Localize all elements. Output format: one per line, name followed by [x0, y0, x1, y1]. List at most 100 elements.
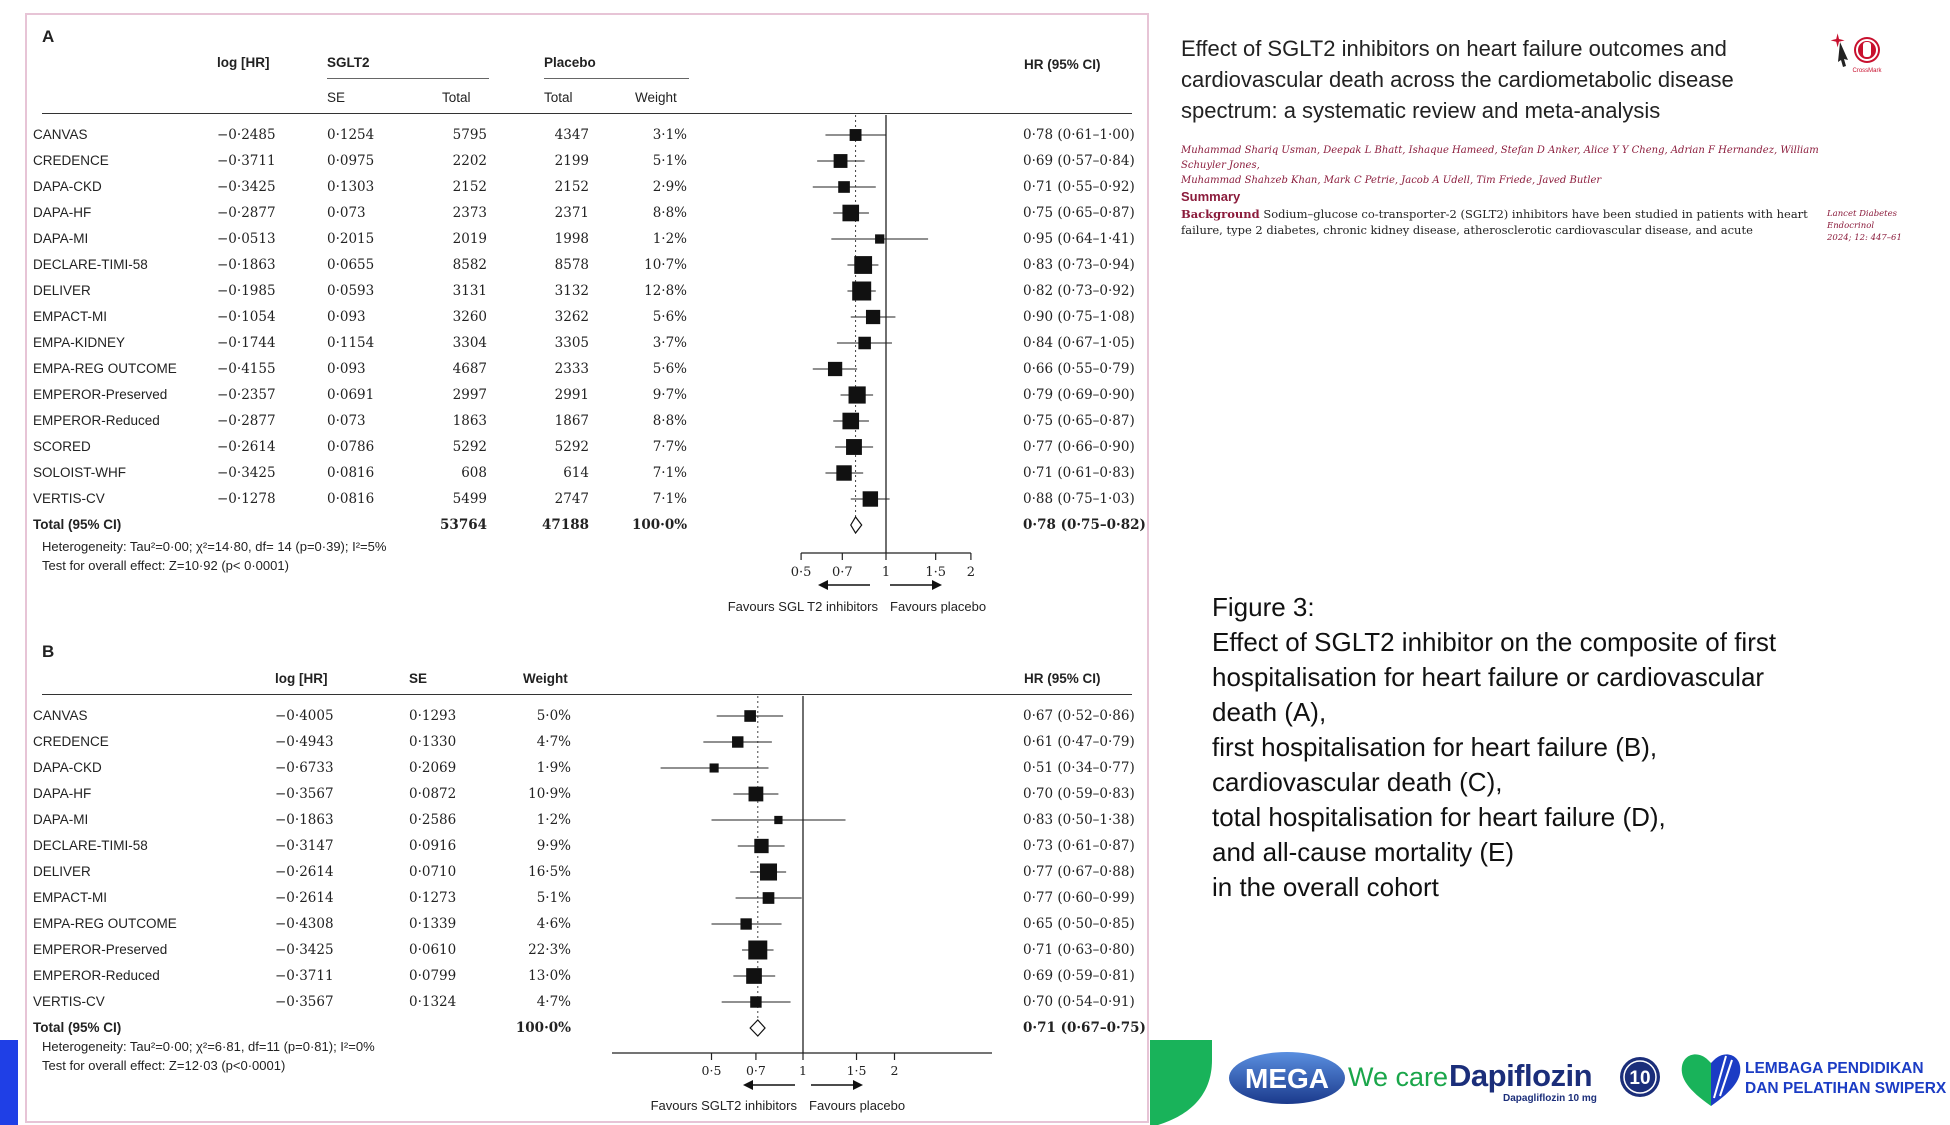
favours-left-label: Favours SGL T2 inhibitors — [728, 599, 879, 614]
favours-left-arrowhead — [818, 580, 828, 590]
article-title: Effect of SGLT2 inhibitors on heart fail… — [1181, 33, 1801, 126]
loghr-value: −0·1744 — [217, 335, 276, 351]
x-tick-label: 1·5 — [847, 1063, 867, 1078]
hr-ci-value: 0·83 (0·50–1·38) — [1023, 812, 1135, 828]
effect-square — [865, 309, 881, 325]
placebo-total: 8578 — [554, 257, 589, 273]
se-value: 0·093 — [327, 309, 366, 325]
study-name: DELIVER — [33, 283, 91, 298]
weight-value: 4·7% — [536, 994, 571, 1010]
tagline: We care — [1348, 1062, 1449, 1092]
summary-background: Background Sodium–glucose co-transporter… — [1181, 206, 1813, 236]
hr-ci-value: 0·69 (0·59–0·81) — [1023, 968, 1135, 984]
b-header-hrci: HR (95% CI) — [1024, 671, 1101, 686]
weight-value: 5·6% — [652, 361, 687, 377]
hr-ci-value: 0·71 (0·63–0·80) — [1023, 942, 1135, 958]
loghr-value: −0·3425 — [217, 465, 276, 481]
effect-square — [842, 204, 860, 222]
favours-right-label: Favours placebo — [809, 1098, 905, 1113]
pooled-diamond — [749, 1019, 766, 1037]
a-header-placebo: Placebo — [544, 55, 596, 70]
se-value: 0·0816 — [327, 465, 375, 481]
effect-square — [750, 996, 762, 1008]
sglt2-total: 3131 — [452, 283, 487, 299]
effect-square — [848, 386, 866, 404]
a-header-weight: Weight — [635, 90, 677, 105]
study-name: EMPEROR-Reduced — [33, 413, 160, 428]
figure-caption: Figure 3: Effect of SGLT2 inhibitor on t… — [1212, 590, 1932, 905]
study-name: EMPA-REG OUTCOME — [33, 916, 177, 931]
a-header-sglt2: SGLT2 — [327, 55, 370, 70]
weight-value: 10·9% — [528, 786, 571, 802]
loghr-value: −0·2357 — [217, 387, 276, 403]
org-name: LEMBAGA PENDIDIKAN DAN PELATIHAN SWIPERX — [1745, 1059, 1946, 1099]
hr-ci-value: 0·61 (0·47–0·79) — [1023, 734, 1135, 750]
crossmark-icon[interactable]: CrossMark — [1828, 32, 1884, 74]
weight-value: 8·8% — [652, 413, 687, 429]
se-value: 0·2586 — [409, 812, 457, 828]
weight-value: 4·6% — [536, 916, 571, 932]
loghr-value: −0·2877 — [217, 413, 276, 429]
se-value: 0·0786 — [327, 439, 375, 455]
se-value: 0·2015 — [327, 231, 375, 247]
study-name: CANVAS — [33, 708, 88, 723]
weight-value: 9·7% — [652, 387, 687, 403]
effect-square — [754, 838, 769, 854]
effect-square — [748, 940, 768, 960]
weight-value: 4·7% — [536, 734, 571, 750]
se-value: 0·1303 — [327, 179, 375, 195]
a-placebo-rule — [544, 78, 689, 79]
weight-value: 22·3% — [528, 942, 571, 958]
a-sglt2-rule — [327, 78, 489, 79]
weight-value: 2·9% — [652, 179, 687, 195]
weight-value: 1·9% — [536, 760, 571, 776]
b-header-rule — [42, 694, 1132, 695]
se-value: 0·1330 — [409, 734, 457, 750]
mega-logo-text: MEGA — [1245, 1063, 1329, 1094]
dose-badge: 10 — [1620, 1057, 1660, 1097]
loghr-value: −0·3711 — [275, 968, 334, 984]
article-authors: Muhammad Shariq Usman, Deepak L Bhatt, I… — [1181, 143, 1821, 188]
caption-line: in the overall cohort — [1212, 872, 1439, 902]
caption-line: first hospitalisation for heart failure … — [1212, 732, 1658, 762]
loghr-value: −0·2614 — [217, 439, 276, 455]
se-value: 0·0610 — [409, 942, 457, 958]
weight-value: 5·1% — [536, 890, 571, 906]
background-text: Sodium–glucose co-transporter-2 (SGLT2) … — [1181, 207, 1808, 236]
study-name: DAPA-MI — [33, 231, 89, 246]
loghr-value: −0·2614 — [275, 890, 334, 906]
x-tick-label: 0·5 — [791, 565, 812, 580]
weight-value: 7·1% — [652, 465, 687, 481]
hr-ci-value: 0·84 (0·67–1·05) — [1023, 335, 1135, 351]
se-value: 0·0655 — [327, 257, 375, 273]
weight-value: 7·1% — [652, 491, 687, 507]
caption-line: total hospitalisation for heart failure … — [1212, 802, 1666, 832]
se-value: 0·1154 — [327, 335, 375, 351]
hr-ci-value: 0·70 (0·59–0·83) — [1023, 786, 1135, 802]
title-line: cardiovascular death across the cardiome… — [1181, 67, 1734, 92]
effect-square — [854, 256, 873, 274]
effect-square — [709, 763, 719, 773]
weight-value: 9·9% — [536, 838, 571, 854]
mega-logo: MEGA — [1229, 1052, 1345, 1104]
sglt2-total: 8582 — [452, 257, 487, 273]
loghr-value: −0·1985 — [217, 283, 276, 299]
study-name: DAPA-HF — [33, 786, 92, 801]
se-value: 0·1254 — [327, 127, 375, 143]
a-header-total2: Total — [544, 90, 573, 105]
study-name: CREDENCE — [33, 734, 109, 749]
loghr-value: −0·1863 — [275, 812, 334, 828]
study-name: DAPA-CKD — [33, 760, 102, 775]
caption-line: Figure 3: — [1212, 592, 1315, 622]
loghr-value: −0·6733 — [275, 760, 334, 776]
loghr-value: −0·1863 — [217, 257, 276, 273]
sglt2-total: 5292 — [452, 439, 487, 455]
effect-square — [858, 336, 871, 350]
weight-value: 7·7% — [652, 439, 687, 455]
loghr-value: −0·3567 — [275, 994, 334, 1010]
effect-square — [732, 736, 744, 748]
a-header-loghr: log [HR] — [217, 55, 270, 70]
se-value: 0·073 — [327, 205, 366, 221]
weight-value: 12·8% — [644, 283, 687, 299]
reference-line: 2024; 12: 447–61 — [1827, 233, 1902, 243]
